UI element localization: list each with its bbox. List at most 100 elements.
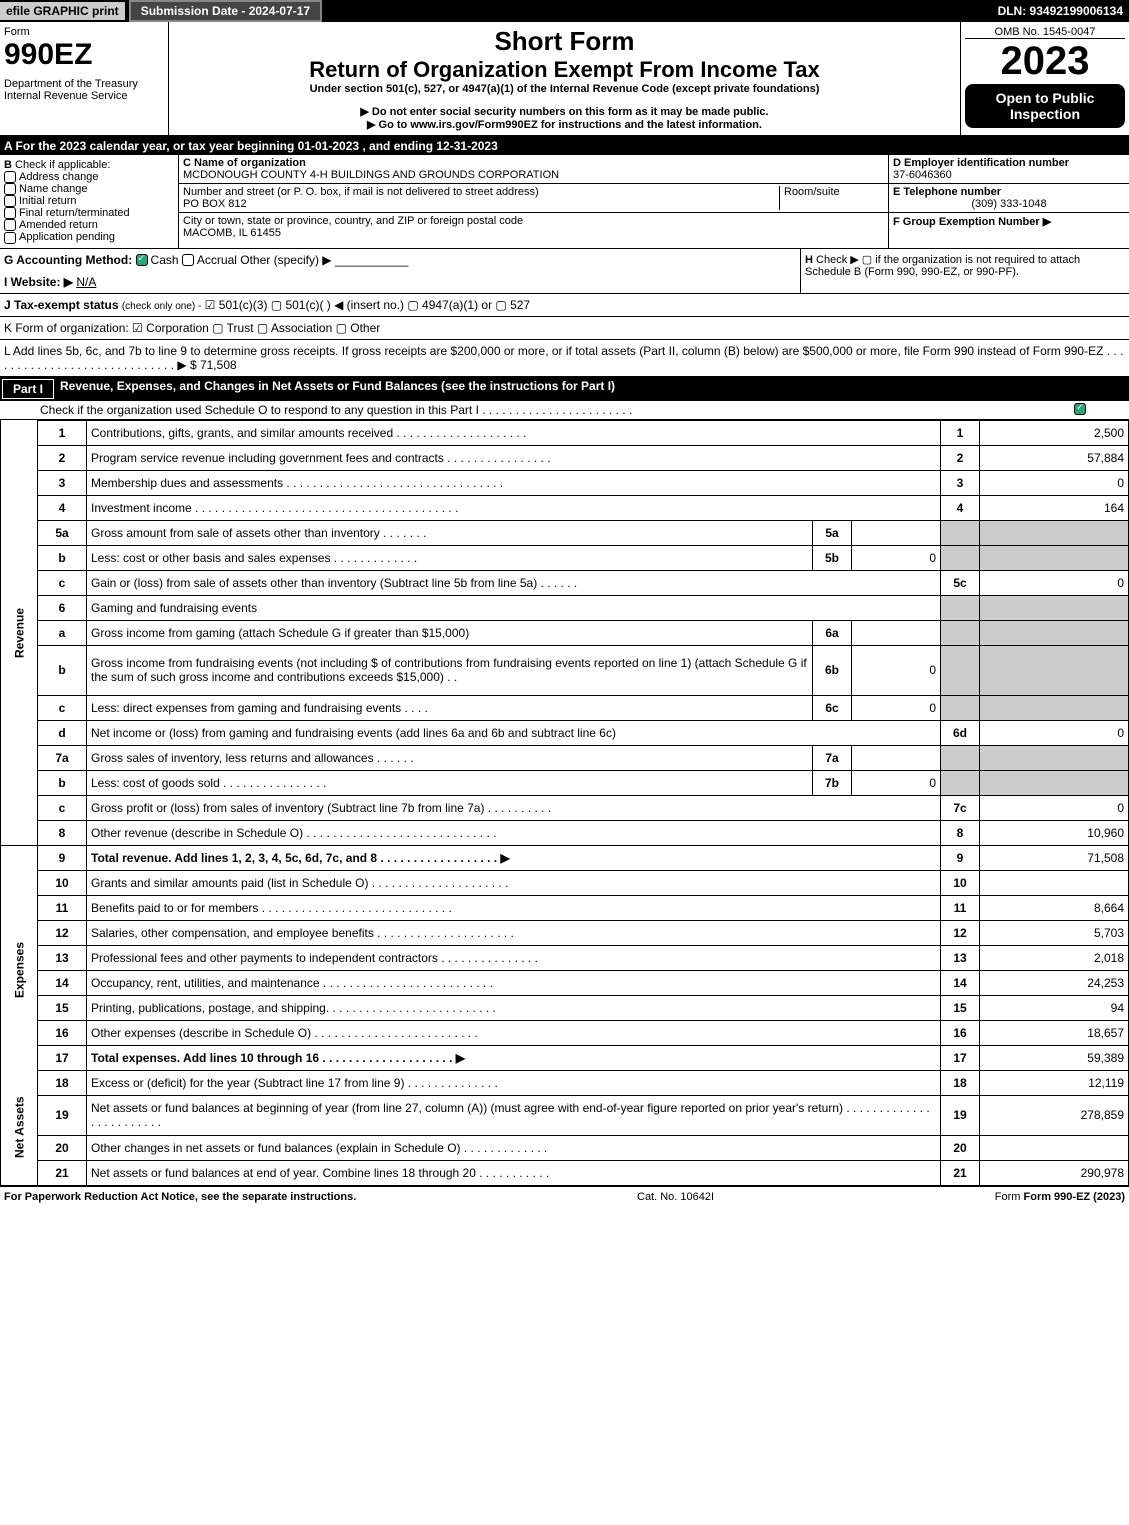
row-21: 21Net assets or fund balances at end of … [1, 1160, 1129, 1185]
row-20: 20Other changes in net assets or fund ba… [1, 1135, 1129, 1160]
part1-check: Check if the organization used Schedule … [0, 401, 1129, 420]
j-label: J Tax-exempt status [4, 298, 119, 312]
phone-label: E Telephone number [893, 186, 1001, 198]
row-13: 13Professional fees and other payments t… [1, 945, 1129, 970]
opt-initial-return: Initial return [19, 195, 76, 207]
section-def: D Employer identification number 37-6046… [888, 155, 1129, 248]
row-6a: aGross income from gaming (attach Schedu… [1, 620, 1129, 645]
row-14: 14Occupancy, rent, utilities, and mainte… [1, 970, 1129, 995]
row-1: Revenue 1 Contributions, gifts, grants, … [1, 420, 1129, 445]
checkbox-accrual[interactable] [182, 254, 194, 266]
row-8: 8Other revenue (describe in Schedule O) … [1, 820, 1129, 845]
org-name: MCDONOUGH COUNTY 4-H BUILDINGS AND GROUN… [183, 169, 559, 181]
opt-name-change: Name change [19, 183, 88, 195]
row-19: 19Net assets or fund balances at beginni… [1, 1095, 1129, 1135]
checkbox-pending[interactable] [4, 232, 16, 244]
line-j: J Tax-exempt status (check only one) - ☑… [0, 294, 1129, 317]
section-c: C Name of organization MCDONOUGH COUNTY … [179, 155, 888, 248]
form-header: Form 990EZ Department of the Treasury In… [0, 22, 1129, 137]
row-16: 16Other expenses (describe in Schedule O… [1, 1020, 1129, 1045]
opt-address-change: Address change [19, 171, 99, 183]
submission-date: Submission Date - 2024-07-17 [129, 0, 322, 22]
street-value: PO BOX 812 [183, 198, 247, 210]
footer-right: Form Form 990-EZ (2023) [995, 1191, 1125, 1203]
header-center: Short Form Return of Organization Exempt… [169, 22, 960, 135]
opt-accrual: Accrual [197, 253, 237, 267]
row-7c: cGross profit or (loss) from sales of in… [1, 795, 1129, 820]
part1-title: Revenue, Expenses, and Changes in Net As… [60, 379, 615, 399]
row-6: 6Gaming and fundraising events [1, 595, 1129, 620]
footer-right-text: Form 990-EZ (2023) [1024, 1191, 1125, 1203]
phone-value: (309) 333-1048 [893, 198, 1125, 210]
section-b: B Check if applicable: Address change Na… [0, 155, 179, 248]
opt-other: Other (specify) ▶ [240, 253, 331, 267]
row-3: 3Membership dues and assessments . . . .… [1, 470, 1129, 495]
part1-label: Part I [2, 379, 54, 399]
opt-amended: Amended return [19, 219, 98, 231]
form-label: Form [4, 26, 164, 38]
checkbox-cash[interactable] [136, 254, 148, 266]
part1-header: Part I Revenue, Expenses, and Changes in… [0, 377, 1129, 401]
footer-mid: Cat. No. 10642I [637, 1191, 714, 1203]
row-6b: bGross income from fundraising events (n… [1, 645, 1129, 695]
j-options: ☑ 501(c)(3) ▢ 501(c)( ) ◀ (insert no.) ▢… [205, 298, 530, 312]
revenue-label: Revenue [1, 420, 38, 845]
page-footer: For Paperwork Reduction Act Notice, see … [0, 1186, 1129, 1207]
group-label: F Group Exemption Number ▶ [893, 216, 1051, 228]
top-bar: efile GRAPHIC print Submission Date - 20… [0, 0, 1129, 22]
footer-left: For Paperwork Reduction Act Notice, see … [4, 1191, 356, 1203]
tax-year: 2023 [965, 39, 1125, 84]
row-17: 17Total expenses. Add lines 10 through 1… [1, 1045, 1129, 1070]
c-name-label: C Name of organization [183, 157, 306, 169]
checkbox-final-return[interactable] [4, 207, 16, 219]
checkbox-name-change[interactable] [4, 183, 16, 195]
efile-label[interactable]: efile GRAPHIC print [0, 2, 125, 20]
checkbox-amended[interactable] [4, 219, 16, 231]
line-g: G Accounting Method: Cash Accrual Other … [0, 249, 800, 293]
b-label: B [4, 159, 12, 171]
city-value: MACOMB, IL 61455 [183, 227, 281, 239]
row-5b: bLess: cost or other basis and sales exp… [1, 545, 1129, 570]
website-value: N/A [76, 275, 96, 289]
city-label: City or town, state or province, country… [183, 215, 523, 227]
row-7b: bLess: cost of goods sold . . . . . . . … [1, 770, 1129, 795]
opt-cash: Cash [151, 253, 179, 267]
h-text: Check ▶ ▢ if the organization is not req… [805, 254, 1080, 278]
row-12: 12Salaries, other compensation, and empl… [1, 920, 1129, 945]
part1-check-note: Check if the organization used Schedule … [40, 403, 1074, 417]
irs-link-note[interactable]: ▶ Go to www.irs.gov/Form990EZ for instru… [173, 118, 956, 131]
row-10: Expenses 10Grants and similar amounts pa… [1, 870, 1129, 895]
line-h: H Check ▶ ▢ if the organization is not r… [800, 249, 1129, 293]
header-left: Form 990EZ Department of the Treasury In… [0, 22, 169, 135]
checkbox-address-change[interactable] [4, 171, 16, 183]
row-2: 2Program service revenue including gover… [1, 445, 1129, 470]
row-11: 11Benefits paid to or for members . . . … [1, 895, 1129, 920]
header-right: OMB No. 1545-0047 2023 Open to Public In… [960, 22, 1129, 135]
row-6d: dNet income or (loss) from gaming and fu… [1, 720, 1129, 745]
row-6c: cLess: direct expenses from gaming and f… [1, 695, 1129, 720]
row-5c: cGain or (loss) from sale of assets othe… [1, 570, 1129, 595]
opt-final-return: Final return/terminated [19, 207, 130, 219]
check-if-applicable: Check if applicable: [15, 159, 110, 171]
ssn-note: ▶ Do not enter social security numbers o… [173, 105, 956, 118]
checkbox-schedule-o[interactable] [1074, 403, 1086, 415]
h-label: H [805, 254, 813, 266]
section-bcd: B Check if applicable: Address change Na… [0, 155, 1129, 249]
dept-label: Department of the Treasury Internal Reve… [4, 78, 164, 102]
section-a: A For the 2023 calendar year, or tax yea… [0, 137, 1129, 155]
financial-table: Revenue 1 Contributions, gifts, grants, … [0, 420, 1129, 1186]
row-4: 4Investment income . . . . . . . . . . .… [1, 495, 1129, 520]
row-18: Net Assets 18Excess or (deficit) for the… [1, 1070, 1129, 1095]
omb-label: OMB No. 1545-0047 [965, 26, 1125, 39]
row-15: 15Printing, publications, postage, and s… [1, 995, 1129, 1020]
l-text: L Add lines 5b, 6c, and 7b to line 9 to … [4, 344, 1123, 372]
row-5a: 5aGross amount from sale of assets other… [1, 520, 1129, 545]
line-k: K Form of organization: ☑ Corporation ▢ … [0, 317, 1129, 340]
ein-label: D Employer identification number [893, 157, 1069, 169]
row-7a: 7aGross sales of inventory, less returns… [1, 745, 1129, 770]
room-label: Room/suite [784, 186, 840, 198]
checkbox-initial-return[interactable] [4, 195, 16, 207]
j-note: (check only one) - [122, 301, 201, 312]
street-label: Number and street (or P. O. box, if mail… [183, 186, 539, 198]
line-l: L Add lines 5b, 6c, and 7b to line 9 to … [0, 340, 1129, 377]
